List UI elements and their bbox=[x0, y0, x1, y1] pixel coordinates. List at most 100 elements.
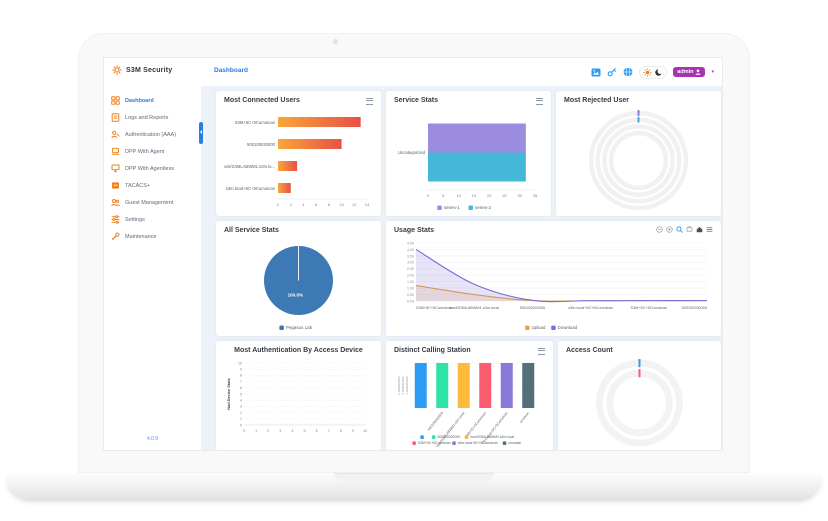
chart-menu-icon[interactable] bbox=[366, 98, 373, 105]
sidebar-item-label: Maintenance bbox=[125, 233, 157, 240]
sidebar-item-guest-management[interactable]: Guest Management bbox=[104, 194, 201, 211]
webcam-dot bbox=[333, 39, 338, 44]
app-window: S3M Security Dashboard bbox=[103, 57, 723, 451]
sidebar: Dashboard Logs and Reports Authentication … bbox=[104, 86, 203, 450]
home-icon[interactable] bbox=[696, 226, 703, 233]
legend-swatch[interactable] bbox=[420, 435, 424, 439]
svg-text:500100020000: 500100020000 bbox=[247, 142, 276, 147]
sidebar-item-dpp-with-agent[interactable]: DPP With Agent bbox=[104, 143, 201, 160]
tacacs-icon bbox=[112, 182, 119, 189]
sidebar-item-label: DPP With Agentless bbox=[125, 165, 175, 172]
chart-canvas: 0.0000000000 0.5000000000 1.0000000000 5001… bbox=[397, 362, 539, 448]
theme-toggle[interactable] bbox=[639, 65, 668, 79]
svg-text:10: 10 bbox=[339, 202, 344, 207]
laptop-base-notch bbox=[334, 473, 494, 481]
legend-swatch[interactable] bbox=[437, 205, 442, 211]
chart-menu-icon[interactable] bbox=[536, 98, 543, 105]
svg-text:10: 10 bbox=[238, 361, 242, 365]
svg-text:Download: Download bbox=[558, 325, 578, 330]
admin-user-badge[interactable]: admin bbox=[673, 67, 706, 77]
card-most-authentication: Most Authentication By Access Device 10 9… bbox=[216, 341, 381, 450]
svg-text:3.50: 3.50 bbox=[407, 254, 414, 258]
card-all-service-stats: All Service Stats 100.0% Pegasus Lab bbox=[216, 221, 381, 336]
legend-swatch[interactable] bbox=[412, 441, 416, 445]
svg-text:3.00: 3.00 bbox=[407, 261, 414, 265]
svg-text:2: 2 bbox=[240, 411, 242, 415]
logs-icon bbox=[111, 113, 120, 122]
globe-icon[interactable] bbox=[623, 67, 633, 77]
svg-text:1.00: 1.00 bbox=[407, 287, 414, 291]
legend-swatch[interactable] bbox=[464, 435, 469, 439]
svg-text:9: 9 bbox=[240, 368, 242, 372]
sidebar-item-label: Settings bbox=[125, 216, 145, 223]
pan-icon[interactable] bbox=[686, 226, 693, 233]
svg-text:7: 7 bbox=[328, 429, 330, 433]
sidebar-item-tacacs[interactable]: TACACS+ bbox=[104, 177, 201, 194]
legend-swatch[interactable] bbox=[452, 441, 456, 445]
svg-text:2: 2 bbox=[290, 202, 293, 207]
sidebar-collapse-handle[interactable] bbox=[199, 122, 203, 144]
card-title: Access Count bbox=[566, 347, 613, 354]
key-icon[interactable] bbox=[607, 67, 617, 77]
zoom-in-icon[interactable] bbox=[666, 226, 673, 233]
most-connected-users-chart: S3M+5C+5Cumutcan 500100020000 host/S3MLABW… bbox=[223, 109, 373, 212]
search-icon[interactable] bbox=[676, 226, 683, 233]
svg-text:6: 6 bbox=[240, 386, 242, 390]
svg-text:12: 12 bbox=[352, 202, 357, 207]
svg-text:0: 0 bbox=[243, 429, 245, 433]
menu-icon[interactable] bbox=[706, 226, 713, 233]
auth-icon bbox=[111, 130, 120, 139]
svg-text:Pegasus Lab: Pegasus Lab bbox=[286, 325, 313, 330]
svg-text:2.50: 2.50 bbox=[407, 267, 414, 271]
access-count-chart bbox=[566, 358, 713, 447]
legend-swatch[interactable] bbox=[279, 325, 284, 331]
svg-text:25: 25 bbox=[502, 193, 507, 198]
svg-text:8: 8 bbox=[240, 374, 242, 378]
legend-swatch[interactable] bbox=[502, 441, 507, 445]
agent-icon bbox=[111, 147, 120, 155]
svg-text:35: 35 bbox=[533, 193, 538, 198]
light-mode-icon[interactable] bbox=[643, 67, 652, 77]
sidebar-item-maintenance[interactable]: Maintenance bbox=[104, 228, 201, 245]
legend-swatch[interactable] bbox=[551, 325, 556, 330]
most-authentication-chart: 10 9 8 7 6 5 4 3 2 1 0 0 1 2 3 4 5 6 7 8 9 10 Nad Device Stats bbox=[224, 359, 373, 447]
svg-text:100.0%: 100.0% bbox=[288, 293, 304, 298]
svg-text:20: 20 bbox=[487, 193, 492, 198]
sidebar-item-logs-and-reports[interactable]: Logs and Reports bbox=[104, 109, 201, 126]
legend-swatch[interactable] bbox=[431, 435, 436, 439]
svg-text:9: 9 bbox=[352, 429, 354, 433]
legend-swatch[interactable] bbox=[468, 205, 474, 211]
chevron-down-icon[interactable]: ▾ bbox=[711, 68, 714, 75]
svg-text:S3M+5C+5Cumutcan: S3M+5C+5Cumutcan bbox=[631, 306, 668, 310]
breadcrumb[interactable]: Dashboard bbox=[214, 67, 248, 74]
svg-text:s3m.local+5C+5Cumutcan: s3m.local+5C+5Cumutcan bbox=[226, 186, 276, 191]
svg-text:Upload: Upload bbox=[531, 325, 545, 330]
sidebar-item-label: Dashboard bbox=[125, 97, 154, 104]
sidebar-item-dpp-with-agentless[interactable]: DPP With Agentless bbox=[104, 160, 201, 177]
card-most-connected-users: Most Connected Users S3M+5C+5Cumutcan 500… bbox=[216, 91, 381, 216]
chart-canvas bbox=[596, 358, 683, 447]
zoom-out-icon[interactable] bbox=[656, 226, 663, 233]
service-stats-chart: Uncategorized 0 5 10 15 20 25 30 35 series-1 serie… bbox=[394, 109, 543, 212]
svg-text:1: 1 bbox=[240, 417, 242, 421]
svg-text:14: 14 bbox=[365, 202, 370, 207]
wallpaper-icon[interactable] bbox=[591, 68, 601, 77]
svg-text:Nad Device Stats: Nad Device Stats bbox=[226, 378, 231, 410]
sidebar-item-dashboard[interactable]: Dashboard bbox=[104, 92, 201, 109]
most-rejected-user-chart bbox=[564, 109, 713, 212]
svg-text:0.5000000000: 0.5000000000 bbox=[401, 376, 405, 394]
sidebar-item-label: DPP With Agent bbox=[125, 148, 165, 155]
svg-text:500100020000: 500100020000 bbox=[520, 306, 545, 310]
legend-swatch[interactable] bbox=[525, 325, 530, 330]
user-icon bbox=[695, 69, 702, 75]
dark-mode-icon[interactable] bbox=[654, 68, 664, 77]
chart-canvas: Uncategorized 0 5 10 15 20 25 30 35 series-1 serie… bbox=[398, 123, 538, 211]
card-most-rejected-user: Most Rejected User bbox=[556, 91, 721, 216]
sidebar-item-authentication-aaa[interactable]: Authentication (AAA) bbox=[104, 126, 201, 143]
chart-menu-icon[interactable] bbox=[538, 348, 545, 355]
dashboard-main: Most Connected Users S3M+5C+5Cumutcan 500… bbox=[201, 86, 722, 450]
sidebar-item-settings[interactable]: Settings bbox=[104, 211, 201, 228]
svg-text:6: 6 bbox=[316, 429, 318, 433]
card-title: Most Rejected User bbox=[564, 97, 629, 104]
